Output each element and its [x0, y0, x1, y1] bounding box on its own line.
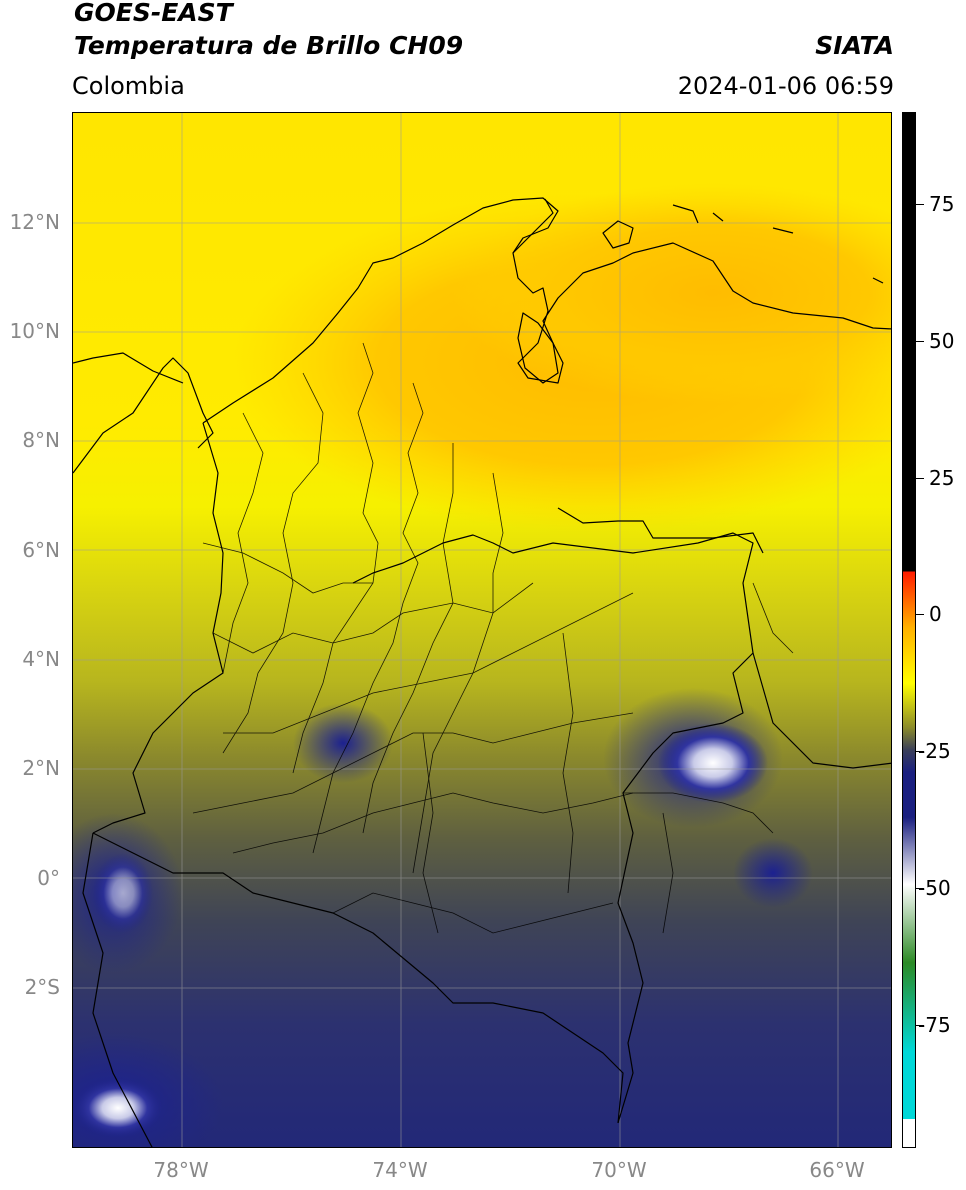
lon-label: 74°W — [372, 1158, 428, 1182]
lat-label: 2°S — [24, 975, 60, 999]
lon-label: 78°W — [153, 1158, 209, 1182]
cold-cloud-region — [293, 703, 393, 783]
colorbar-label: 0 — [929, 602, 942, 626]
lat-label: 12°N — [9, 210, 60, 234]
product-title: Temperatura de Brillo CH09 — [74, 31, 464, 60]
satellite-map — [72, 112, 892, 1148]
region-label: Colombia — [72, 72, 185, 100]
colorbar-tick — [916, 614, 924, 615]
colorbar-tick — [916, 888, 924, 889]
colorbar-tick — [916, 341, 924, 342]
admin-boundaries — [192, 342, 794, 934]
lat-label: 2°N — [22, 756, 60, 780]
warm-region — [453, 183, 891, 403]
lat-label: 8°N — [22, 428, 60, 452]
colorbar-label: -50 — [918, 876, 951, 900]
lat-label: 10°N — [9, 319, 60, 343]
convective-storm — [73, 1078, 163, 1138]
institution-label: SIATA — [815, 31, 894, 60]
convective-storm — [658, 723, 768, 803]
colorbar-label: -25 — [918, 739, 951, 763]
lon-label: 70°W — [591, 1158, 647, 1182]
satellite-title: GOES-EAST — [74, 0, 233, 27]
datetime-label: 2024-01-06 06:59 — [677, 72, 894, 100]
graticule — [73, 113, 891, 1147]
cold-cloud-region — [733, 838, 813, 908]
lat-label: 6°N — [22, 538, 60, 562]
colorbar — [902, 112, 916, 1148]
colorbar-tick — [916, 478, 924, 479]
colorbar-tick — [916, 751, 924, 752]
colorbar-label: 25 — [929, 466, 955, 490]
lat-label: 4°N — [22, 647, 60, 671]
colorbar-tick — [916, 204, 924, 205]
colorbar-label: 50 — [929, 329, 955, 353]
lat-label: 0° — [37, 866, 60, 890]
colorbar-label: -75 — [918, 1013, 951, 1037]
colorbar-label: 75 — [929, 192, 955, 216]
lon-label: 66°W — [809, 1158, 865, 1182]
map-canvas — [73, 113, 891, 1147]
convective-storm — [93, 853, 153, 933]
colorbar-tick — [916, 1025, 924, 1026]
